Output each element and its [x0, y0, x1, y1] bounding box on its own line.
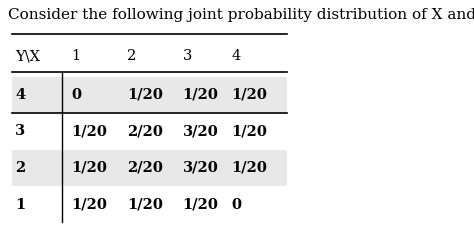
- Text: 1/20: 1/20: [127, 198, 163, 212]
- Text: 1/20: 1/20: [71, 161, 107, 175]
- Text: 1/20: 1/20: [182, 88, 219, 102]
- Text: 2/20: 2/20: [127, 125, 163, 138]
- Text: 2/20: 2/20: [127, 161, 163, 175]
- Text: 0: 0: [71, 88, 81, 102]
- Text: 3: 3: [182, 49, 192, 63]
- Text: 2: 2: [127, 49, 136, 63]
- Bar: [12, 77, 287, 113]
- Text: 1/20: 1/20: [71, 125, 107, 138]
- Text: Consider the following joint probability distribution of X and Y: Consider the following joint probability…: [9, 8, 474, 22]
- Text: 1/20: 1/20: [231, 88, 267, 102]
- Text: 1/20: 1/20: [127, 88, 163, 102]
- Text: 3: 3: [15, 125, 26, 138]
- Text: 2: 2: [15, 161, 26, 175]
- Text: 4: 4: [231, 49, 240, 63]
- Text: 1/20: 1/20: [71, 198, 107, 212]
- Text: 1/20: 1/20: [231, 125, 267, 138]
- Text: 1/20: 1/20: [182, 198, 219, 212]
- Text: 1: 1: [15, 198, 26, 212]
- Text: 3/20: 3/20: [182, 125, 219, 138]
- Text: Y\X: Y\X: [15, 49, 40, 63]
- Text: 1: 1: [71, 49, 80, 63]
- Text: 4: 4: [15, 88, 26, 102]
- Text: 1/20: 1/20: [231, 161, 267, 175]
- Text: 3/20: 3/20: [182, 161, 219, 175]
- Bar: [12, 150, 287, 186]
- Text: 0: 0: [231, 198, 241, 212]
